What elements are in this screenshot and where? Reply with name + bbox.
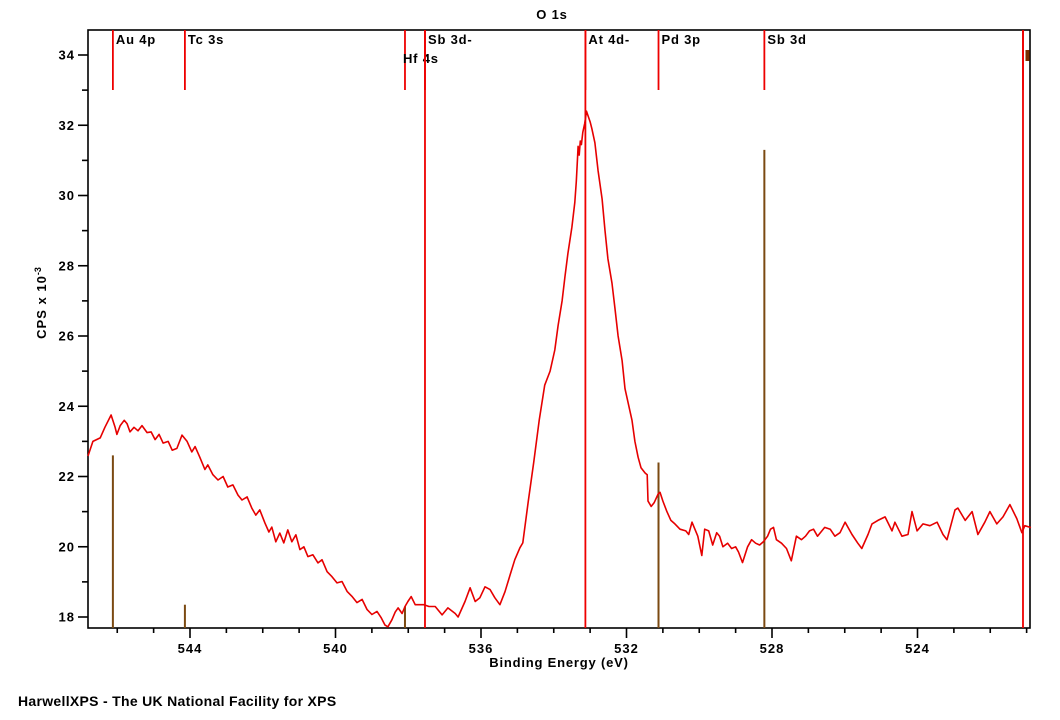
element-line-label: Au 4p — [116, 32, 156, 47]
y-tick-label: 18 — [59, 610, 75, 625]
element-line-label: Sb 3d- — [428, 32, 473, 47]
element-reference-lines: Au 4p Tc 3s Hf 4s Sb 3d- At 4d- Pd 3p Sb 3d — [111, 30, 1030, 628]
y-axis-ticks: 18 20 22 24 26 28 30 32 34 — [59, 48, 88, 625]
y-tick-label: 34 — [59, 48, 75, 63]
clipped-label-fragment — [1025, 50, 1030, 61]
spectrum-polyline — [87, 110, 1032, 628]
x-tick-label: 524 — [905, 641, 930, 656]
y-tick-label: 24 — [59, 399, 75, 414]
plot-title: O 1s — [536, 7, 568, 22]
element-line-label: Pd 3p — [662, 32, 701, 47]
element-line-label: Sb 3d — [767, 32, 806, 47]
y-tick-label: 28 — [59, 258, 75, 273]
x-tick-label: 528 — [760, 641, 785, 656]
y-axis-title-main: CPS x 10 — [34, 275, 50, 339]
y-axis-title: CPS x 10-3 — [33, 267, 49, 339]
y-tick-label: 20 — [59, 539, 75, 554]
x-tick-label: 536 — [469, 641, 494, 656]
plot-frame — [87, 29, 1031, 629]
x-axis-ticks: 524 528 532 536 540 544 — [116, 628, 1028, 656]
x-tick-label: 544 — [178, 641, 203, 656]
y-tick-label: 32 — [59, 118, 75, 133]
element-line-label: At 4d- — [588, 32, 630, 47]
x-axis-title: Binding Energy (eV) — [489, 655, 629, 670]
element-line-label: Tc 3s — [188, 32, 224, 47]
element-line-label: Hf 4s — [403, 51, 439, 66]
y-tick-label: 30 — [59, 188, 75, 203]
x-tick-label: 532 — [614, 641, 639, 656]
y-tick-label: 26 — [59, 329, 75, 344]
x-tick-label: 540 — [323, 641, 348, 656]
footer-branding: HarwellXPS - The UK National Facility fo… — [18, 693, 337, 709]
y-tick-label: 22 — [59, 469, 75, 484]
y-axis-title-exponent: -3 — [32, 267, 43, 276]
